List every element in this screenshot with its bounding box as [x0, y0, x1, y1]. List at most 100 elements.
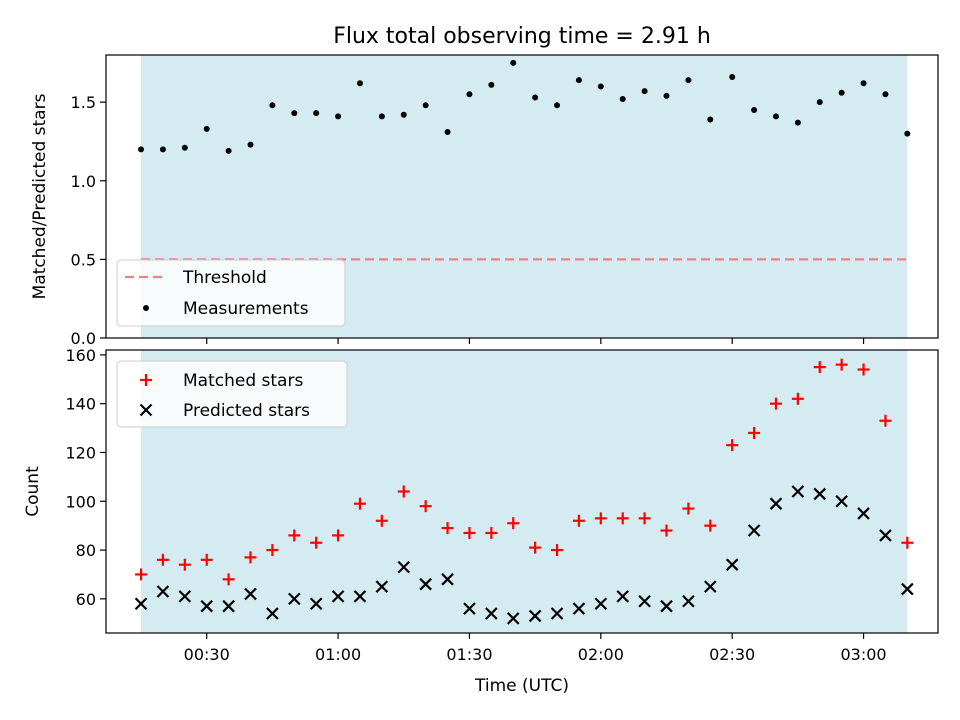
predicted-star-point	[375, 580, 389, 593]
legend-label: Predicted stars	[183, 401, 310, 421]
predicted-star-point	[550, 607, 564, 620]
matched-star-point	[266, 544, 279, 557]
bottom-legend: Matched stars Predicted stars	[116, 360, 348, 428]
predicted-star-point	[572, 602, 586, 615]
matched-star-point	[594, 512, 607, 525]
predicted-star-point	[200, 599, 213, 613]
matched-star-point	[879, 414, 892, 427]
measurement-point	[313, 110, 320, 117]
measurement-point	[335, 113, 342, 120]
legend-predicted-swatch	[139, 403, 153, 417]
matched-star-point	[156, 553, 169, 566]
x-tick-label: 01:30	[446, 645, 492, 664]
predicted-star-point	[463, 602, 476, 615]
matched-star-point	[551, 544, 564, 557]
predicted-star-point	[331, 590, 345, 603]
x-tick-label: 00:30	[184, 645, 230, 664]
bottom-x-ticks: 00:30 01:00 01:30 02:00 02:30 03:00	[184, 633, 887, 664]
measurement-point	[225, 147, 232, 154]
measurement-point	[575, 77, 582, 84]
measurement-point	[510, 59, 517, 66]
measurement-point	[466, 91, 473, 98]
bottom-panel: 60 80 100 120 140 160 00:30 01:00 01:30 02:00 02:…	[23, 346, 939, 696]
predicted-star-point	[419, 577, 432, 591]
top-y-ticks: 0.0 0.5 1.0 1.5	[71, 93, 106, 348]
measurement-point	[532, 94, 539, 101]
matched-star-point	[616, 512, 629, 525]
y-tick-label: 160	[65, 346, 96, 365]
measurement-point	[203, 125, 210, 132]
y-tick-label: 1.5	[71, 93, 96, 112]
measurement-point	[356, 80, 363, 87]
predicted-star-point	[682, 595, 695, 608]
matched-star-point	[244, 551, 257, 564]
measurement-point	[159, 146, 166, 153]
matched-star-point	[419, 500, 432, 513]
matched-star-point	[135, 568, 148, 581]
y-tick-label: 120	[65, 443, 96, 462]
predicted-star-point	[813, 487, 827, 501]
predicted-star-point	[266, 607, 279, 620]
bottom-y-axis-label: Count	[23, 466, 43, 517]
y-tick-label: 100	[65, 492, 96, 511]
measurement-points	[138, 59, 911, 154]
top-x-ticks	[206, 338, 865, 344]
predicted-star-point	[528, 609, 542, 623]
predicted-star-point	[660, 599, 673, 613]
predicted-star-point	[309, 597, 323, 611]
y-tick-label: 1.0	[71, 172, 96, 191]
predicted-star-point	[704, 580, 717, 593]
matched-star-point	[638, 512, 651, 525]
matched-star-point	[310, 536, 323, 549]
predicted-star-point	[178, 590, 192, 603]
matched-star-point	[485, 526, 498, 539]
matched-star-point	[288, 529, 301, 542]
matched-star-point	[572, 514, 585, 527]
matched-star-point	[375, 514, 388, 527]
measurement-point	[904, 130, 911, 137]
top-axes-frame	[105, 54, 939, 339]
measurement-point	[860, 80, 867, 87]
predicted-star-point	[725, 558, 739, 571]
predicted-star-point	[156, 585, 170, 598]
matched-star-point	[463, 526, 476, 539]
matched-star-point	[901, 536, 914, 549]
legend-box	[116, 259, 346, 327]
x-tick-label: 02:00	[578, 645, 624, 664]
matched-star-point	[769, 397, 782, 410]
predicted-star-point	[222, 599, 235, 613]
matched-star-point	[791, 392, 804, 405]
legend-label: Threshold	[182, 268, 267, 288]
matched-star-point	[178, 558, 191, 571]
measurement-point	[554, 102, 561, 109]
predicted-star-point	[747, 524, 761, 537]
x-tick-label: 01:00	[315, 645, 361, 664]
predicted-star-point	[835, 494, 848, 508]
matched-star-point	[704, 519, 717, 532]
matched-star-point	[397, 485, 410, 498]
predicted-star-point	[879, 529, 892, 542]
predicted-star-point	[244, 587, 257, 601]
legend-box	[116, 360, 348, 428]
predicted-star-point	[791, 485, 805, 498]
matched-star-point	[200, 553, 213, 566]
predicted-star-point	[901, 582, 914, 596]
measurement-point	[751, 107, 758, 114]
predicted-star-point	[857, 507, 870, 520]
measurement-point	[882, 91, 889, 98]
legend-label: Measurements	[183, 299, 309, 319]
measurement-point	[181, 144, 188, 151]
matched-star-point	[441, 522, 454, 535]
measurement-point	[663, 92, 670, 99]
measurement-point	[378, 113, 385, 120]
predicted-star-point	[616, 590, 629, 603]
matched-star-point	[529, 541, 542, 554]
bottom-y-ticks: 60 80 100 120 140 160	[65, 346, 106, 609]
matched-star-point	[332, 529, 345, 542]
x-tick-label: 03:00	[841, 645, 887, 664]
measurement-point	[597, 83, 604, 90]
matched-star-point	[353, 497, 366, 510]
matched-star-point	[222, 573, 235, 586]
matched-star-point	[682, 502, 695, 515]
